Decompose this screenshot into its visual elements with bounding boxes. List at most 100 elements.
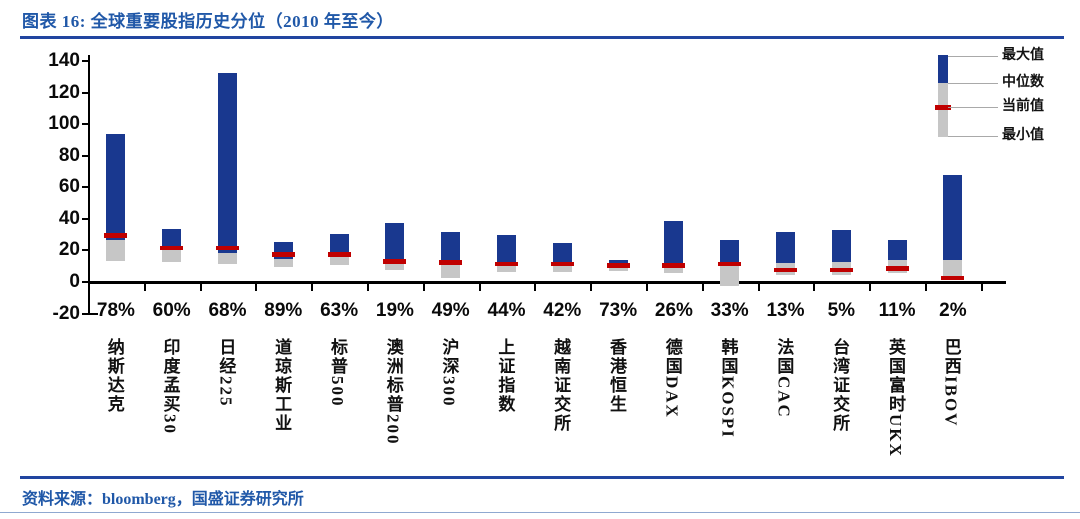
category-label: 日经225 — [216, 338, 236, 408]
bar-current-value-marker — [271, 252, 295, 257]
current-percentile-label: 49% — [431, 300, 470, 321]
bar-segment-min-to-median — [943, 260, 963, 280]
bar-current-value-marker — [774, 267, 797, 273]
y-tick-label: 120 — [48, 81, 80, 103]
bar-segment-median-to-max — [552, 243, 572, 263]
bar-current-value-marker — [327, 252, 351, 257]
bar-segment-median-to-max — [943, 175, 963, 261]
legend-connector-min — [948, 136, 998, 137]
current-percentile-label: 68% — [208, 300, 247, 321]
bar-segment-min-to-median — [273, 258, 293, 267]
legend-sample-current-marker — [935, 105, 951, 110]
x-category-tick — [422, 283, 425, 291]
bar-segment-median-to-max — [218, 72, 237, 253]
category-label: 印度孟买30 — [160, 338, 180, 435]
bar-segment-median-to-max — [497, 235, 516, 263]
current-percentile-label: 33% — [710, 300, 749, 321]
current-percentile-label: 89% — [264, 300, 303, 321]
bar-current-value-marker — [885, 266, 909, 271]
x-category-tick — [143, 283, 146, 291]
current-percentile-label: 63% — [320, 300, 359, 321]
category-label: 英国富时UKX — [885, 338, 905, 458]
x-category-tick — [646, 283, 648, 291]
bar-current-value-marker — [160, 245, 184, 251]
category-label: 沪深300 — [439, 338, 459, 408]
x-category-tick — [367, 283, 369, 291]
bar-segment-median-to-max — [162, 228, 182, 251]
bar-current-value-marker — [941, 275, 965, 281]
bar-segment-min-to-median — [218, 252, 237, 265]
bar-segment-min-to-median — [497, 262, 516, 272]
category-label: 香港恒生 — [606, 338, 626, 414]
y-tick-label: 0 — [69, 271, 80, 292]
x-category-tick — [590, 283, 593, 291]
category-label: 韩国KOSPI — [718, 338, 738, 439]
y-tick-120 — [82, 91, 88, 94]
x-category-tick — [757, 283, 760, 291]
bar-segment-median-to-max — [664, 221, 684, 263]
category-label: 法国CAC — [774, 338, 794, 419]
y-tick-label: 100 — [48, 113, 80, 135]
current-percentile-label: 42% — [543, 300, 582, 321]
legend-label-current: 当前值 — [1002, 99, 1044, 114]
header-rule — [20, 36, 1064, 39]
bar-segment-median-to-max — [441, 232, 461, 261]
bar-segment-min-to-median — [385, 259, 405, 270]
bar-current-value-marker — [829, 267, 853, 273]
footer-rule — [20, 476, 1064, 479]
current-percentile-label: 2% — [939, 300, 967, 321]
legend-sample-blue-segment — [938, 55, 948, 83]
x-category-tick — [311, 283, 314, 291]
bar-current-value-marker — [718, 261, 742, 267]
bar-segment-min-to-median — [162, 250, 182, 263]
bar-segment-median-to-max — [831, 230, 851, 263]
bar-segment-min-to-median — [608, 266, 628, 271]
category-label: 纳斯达克 — [104, 338, 124, 414]
category-label: 德国DAX — [662, 338, 682, 419]
chart-legend: 最大值 中位数 当前值 最小值 — [934, 49, 1062, 149]
bar-current-value-marker — [606, 263, 630, 268]
y-tick-0 — [82, 281, 88, 283]
x-category-tick — [813, 283, 816, 291]
legend-connector-median — [948, 83, 998, 84]
legend-label-median: 中位数 — [1002, 75, 1044, 90]
y-tick-label: 140 — [48, 50, 80, 71]
x-axis-line — [88, 281, 1006, 284]
y-tick-140 — [82, 60, 88, 62]
y-tick-label: 80 — [58, 144, 80, 166]
y-tick--20 — [82, 312, 88, 315]
x-category-tick — [199, 283, 202, 291]
y-tick-60 — [82, 186, 88, 189]
chart-title: 图表 16: 全球重要股指历史分位（2010 年至今） — [22, 12, 394, 31]
bar-segment-median-to-max — [385, 222, 405, 260]
x-category-tick — [255, 283, 258, 291]
legend-connector-max — [948, 56, 998, 57]
bar-current-value-marker — [216, 245, 239, 251]
bar-segment-min-to-median — [552, 262, 572, 272]
y-tick-40 — [82, 217, 88, 220]
current-percentile-label: 60% — [152, 300, 191, 321]
current-percentile-label: 73% — [599, 300, 638, 321]
y-axis-line — [88, 55, 90, 315]
y-tick-label: 60 — [58, 176, 80, 198]
current-percentile-label: 26% — [654, 300, 693, 321]
current-percentile-label: 78% — [96, 300, 135, 321]
x-category-tick — [925, 283, 927, 291]
current-percentile-label: 11% — [878, 300, 916, 321]
y-tick-20 — [82, 249, 88, 252]
category-label: 巴西IBOV — [941, 338, 961, 428]
category-label: 越南证交所 — [551, 338, 571, 433]
legend-label-max: 最大值 — [1002, 48, 1044, 63]
current-percentile-label: 19% — [375, 300, 414, 321]
category-label: 澳洲标普200 — [383, 338, 403, 446]
category-label: 台湾证交所 — [830, 338, 850, 433]
x-category-tick — [478, 283, 481, 291]
bar-current-value-marker — [550, 261, 574, 267]
category-label: 标普500 — [327, 338, 347, 408]
x-category-tick — [980, 283, 983, 291]
x-category-tick — [534, 283, 537, 291]
legend-connector-current — [948, 107, 998, 108]
bar-current-value-marker — [495, 261, 518, 267]
category-label: 上证指数 — [495, 338, 515, 414]
